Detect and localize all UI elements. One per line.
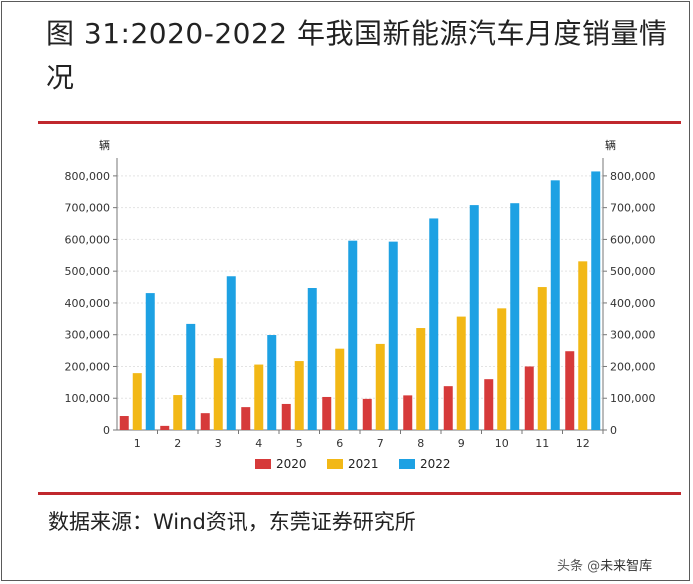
chart-axes	[113, 158, 607, 434]
y-tick-label-left: 600,000	[65, 233, 111, 246]
bar-2020-12	[565, 351, 575, 430]
legend-swatch-2022	[399, 459, 415, 469]
watermark-prefix: 头条 @	[557, 559, 601, 574]
bar-2022-9	[469, 205, 479, 430]
legend-swatch-2020	[255, 459, 271, 469]
bar-2021-8	[416, 328, 426, 430]
bar-2022-2	[186, 323, 196, 430]
bar-2021-3	[213, 358, 223, 430]
legend-swatch-2021	[327, 459, 343, 469]
x-tick-label: 2	[174, 437, 181, 450]
bar-2021-2	[173, 395, 183, 430]
y-tick-label-left: 100,000	[65, 392, 111, 405]
y-tick-label-left: 700,000	[65, 202, 111, 215]
y-tick-label-right: 0	[610, 424, 617, 437]
bar-2022-7	[388, 241, 398, 430]
bar-2020-8	[403, 395, 413, 430]
x-tick-label: 5	[296, 437, 303, 450]
bar-2022-12	[591, 171, 601, 430]
bar-2022-11	[550, 180, 560, 430]
x-tick-label: 4	[255, 437, 262, 450]
y-tick-label-right: 700,000	[610, 202, 656, 215]
bar-2022-5	[307, 288, 317, 430]
source-divider	[38, 492, 681, 495]
title-divider	[38, 121, 681, 124]
bar-2022-10	[510, 203, 520, 430]
y-tick-label-right: 800,000	[610, 170, 656, 183]
bar-2020-11	[524, 366, 534, 430]
bar-2022-6	[348, 240, 358, 430]
y-tick-label-left: 200,000	[65, 360, 111, 373]
y-tick-label-right: 500,000	[610, 265, 656, 278]
bar-2020-5	[281, 403, 291, 430]
bar-2020-7	[362, 398, 372, 430]
y-tick-label-left: 800,000	[65, 170, 111, 183]
bar-2022-8	[429, 218, 439, 430]
y-tick-label-left: 300,000	[65, 329, 111, 342]
x-tick-label: 3	[215, 437, 222, 450]
bar-2020-6	[322, 396, 332, 430]
bar-2020-2	[160, 425, 170, 430]
x-tick-label: 9	[458, 437, 465, 450]
figure-title: 图 31:2020-2022 年我国新能源汽车月度销量情况	[46, 17, 668, 94]
bar-2021-1	[132, 373, 142, 430]
bar-2021-12	[578, 261, 588, 430]
bar-2020-3	[200, 413, 210, 430]
bar-2021-9	[456, 316, 466, 430]
y-tick-label-right: 400,000	[610, 297, 656, 310]
y-tick-label-right: 600,000	[610, 233, 656, 246]
x-tick-label: 10	[495, 437, 509, 450]
legend-label-2020: 2020	[276, 457, 307, 471]
y-tick-label-right: 100,000	[610, 392, 656, 405]
right-axis-unit: 辆	[605, 138, 616, 152]
y-tick-label-left: 0	[103, 424, 110, 437]
y-tick-label-right: 300,000	[610, 329, 656, 342]
bar-2021-7	[375, 343, 385, 430]
source-note: 数据来源：Wind资讯，东莞证券研究所	[48, 510, 416, 534]
y-tick-label-left: 500,000	[65, 265, 111, 278]
chart-bars	[119, 171, 601, 430]
bar-2022-4	[267, 335, 277, 430]
watermark-brand: 未来智库	[600, 559, 653, 574]
gridlines	[117, 175, 603, 399]
bar-2020-4	[241, 407, 251, 430]
bar-2021-5	[294, 361, 304, 430]
watermark: 头条 @未来智库	[557, 555, 652, 574]
tick-labels: 0 0 100,000 100,000 200,000 200,000 300,000 300…	[65, 170, 656, 450]
chart-legend: 2020 2021 2022	[255, 457, 451, 471]
bar-2022-3	[226, 276, 236, 430]
legend-label-2022: 2022	[420, 457, 451, 471]
legend-label-2021: 2021	[348, 457, 379, 471]
bar-2020-9	[443, 386, 453, 430]
bar-2020-1	[119, 416, 129, 430]
bar-2021-4	[254, 364, 264, 430]
y-tick-label-right: 200,000	[610, 360, 656, 373]
left-axis-unit: 辆	[99, 138, 110, 152]
x-tick-label: 7	[377, 437, 384, 450]
x-tick-label: 1	[134, 437, 141, 450]
x-tick-label: 8	[417, 437, 424, 450]
x-tick-label: 11	[535, 437, 549, 450]
bar-2021-11	[537, 287, 547, 430]
y-tick-label-left: 400,000	[65, 297, 111, 310]
bar-2021-6	[335, 348, 345, 430]
bar-2021-10	[497, 308, 507, 430]
x-tick-label: 6	[336, 437, 343, 450]
bar-2022-1	[145, 293, 155, 430]
bar-2020-10	[484, 379, 494, 430]
x-tick-label: 12	[576, 437, 590, 450]
